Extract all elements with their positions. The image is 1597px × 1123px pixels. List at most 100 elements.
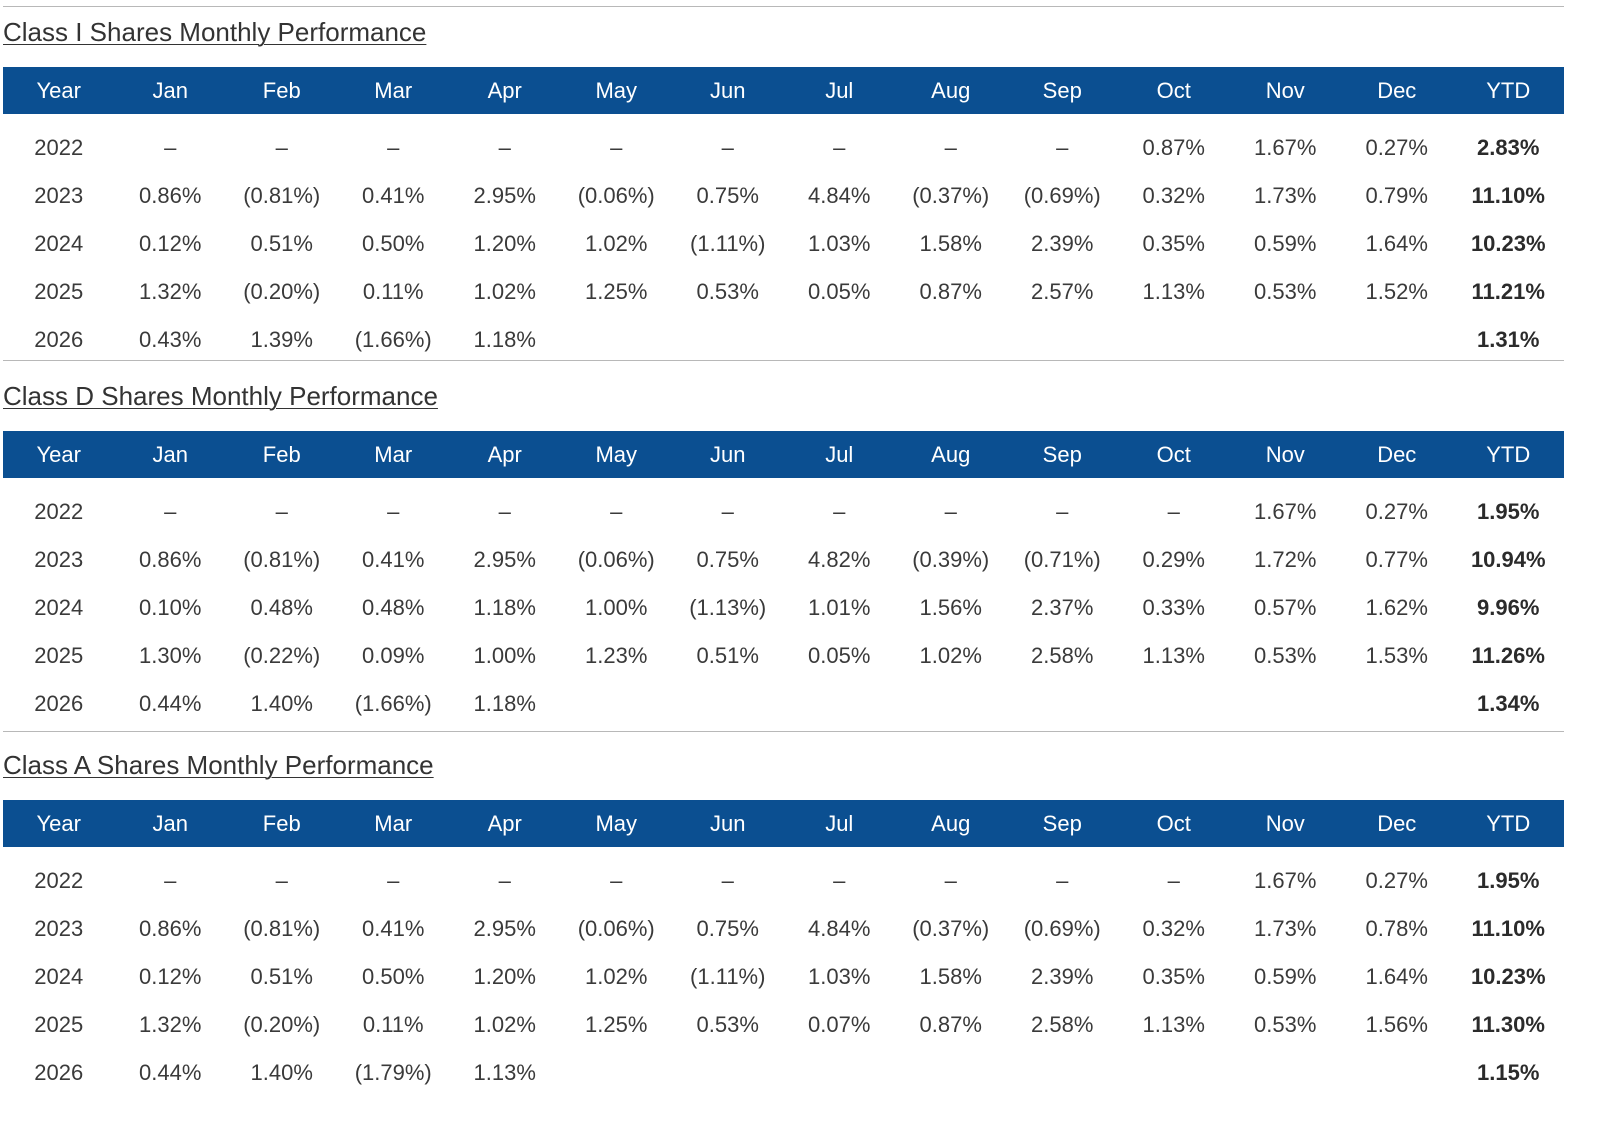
column-header-mar: Mar: [337, 67, 449, 114]
month-cell-jul: 1.03%: [808, 231, 871, 256]
month-cell-dec: 0.77%: [1365, 547, 1428, 572]
ytd-cell: 11.30%: [1471, 1012, 1545, 1037]
column-header-apr: Apr: [449, 431, 561, 478]
month-cell-jan: 0.43%: [139, 327, 202, 352]
month-cell-dec: 1.52%: [1365, 279, 1428, 304]
section-title-link[interactable]: Class D Shares Monthly Performance: [3, 381, 438, 411]
month-cell-jul: [784, 680, 896, 728]
month-cell-may: –: [610, 135, 623, 160]
month-cell-feb: 0.48%: [250, 595, 313, 620]
month-cell-feb: (0.22%): [243, 643, 321, 668]
month-cell-nov: 0.53%: [1254, 1012, 1317, 1037]
month-cell-sep: 2.58%: [1031, 1012, 1094, 1037]
month-cell-aug: 0.87%: [919, 279, 982, 304]
month-cell-feb: 1.39%: [250, 327, 313, 352]
month-cell-dec: 1.64%: [1365, 964, 1428, 989]
month-cell-mar: (1.66%): [354, 327, 432, 352]
month-cell-nov: 0.53%: [1254, 279, 1317, 304]
month-cell-jan: 0.44%: [139, 1060, 202, 1085]
month-cell-jul: –: [833, 135, 846, 160]
column-header-dec: Dec: [1341, 800, 1453, 847]
column-header-oct: Oct: [1118, 800, 1230, 847]
month-cell-dec: 0.79%: [1365, 183, 1428, 208]
month-cell-jan: 0.44%: [139, 691, 202, 716]
column-header-nov: Nov: [1229, 431, 1341, 478]
month-cell-dec: 0.78%: [1365, 916, 1428, 941]
table-row: 2022 – – – – – – – – – 0.87% 1.67% 0.27% 2.83%: [3, 114, 1564, 172]
section-title-link[interactable]: Class I Shares Monthly Performance: [3, 17, 427, 47]
table-row: 2023 0.86% (0.81%) 0.41% 2.95% (0.06%) 0.75% 4.…: [3, 536, 1564, 584]
column-header-jul: Jul: [783, 67, 895, 114]
month-cell-apr: 2.95%: [473, 547, 536, 572]
month-cell-jan: 0.10%: [139, 595, 202, 620]
column-header-aug: Aug: [895, 431, 1007, 478]
month-cell-apr: 1.18%: [473, 327, 536, 352]
month-cell-nov: [1230, 1049, 1342, 1097]
performance-table: Year Jan Feb Mar Apr May Jun Jul Aug Sep Oct Nov Dec…: [3, 800, 1564, 1097]
month-cell-apr: 1.02%: [473, 279, 536, 304]
month-cell-jun: 0.51%: [696, 643, 759, 668]
month-cell-jun: 0.53%: [696, 1012, 759, 1037]
year-cell: 2025: [34, 1012, 84, 1037]
month-cell-mar: 0.11%: [362, 1012, 424, 1037]
month-cell-jun: [672, 1049, 784, 1097]
section-title-link[interactable]: Class A Shares Monthly Performance: [3, 750, 434, 780]
section-divider: [3, 731, 1564, 732]
month-cell-aug: 1.58%: [919, 231, 982, 256]
month-cell-jun: –: [721, 135, 734, 160]
month-cell-jan: 0.12%: [139, 231, 202, 256]
table-row: 2023 0.86% (0.81%) 0.41% 2.95% (0.06%) 0.75% 4.…: [3, 172, 1564, 220]
month-cell-jan: 1.30%: [139, 643, 202, 668]
month-cell-sep: (0.69%): [1023, 916, 1101, 941]
ytd-cell: 1.31%: [1477, 327, 1540, 352]
ytd-cell: 11.10%: [1471, 183, 1545, 208]
ytd-cell: 9.96%: [1477, 595, 1540, 620]
month-cell-may: 1.23%: [585, 643, 648, 668]
month-cell-mar: 0.41%: [362, 183, 425, 208]
month-cell-oct: 0.32%: [1142, 183, 1205, 208]
month-cell-apr: 2.95%: [473, 183, 536, 208]
column-header-feb: Feb: [226, 67, 338, 114]
month-cell-sep: –: [1056, 135, 1069, 160]
month-cell-aug: [895, 316, 1007, 364]
month-cell-jan: 1.32%: [139, 279, 202, 304]
year-cell: 2024: [34, 964, 84, 989]
month-cell-apr: 1.18%: [473, 691, 536, 716]
table-row: 2022 – – – – – – – – – – 1.67% 0.27% 1.95%: [3, 478, 1564, 536]
month-cell-nov: 1.67%: [1254, 135, 1317, 160]
month-cell-nov: 1.72%: [1254, 547, 1317, 572]
year-cell: 2025: [34, 279, 84, 304]
month-cell-jan: –: [164, 868, 177, 893]
month-cell-jun: (1.11%): [690, 964, 766, 989]
month-cell-jul: 1.03%: [808, 964, 871, 989]
month-cell-feb: (0.81%): [243, 916, 321, 941]
month-cell-mar: 0.48%: [362, 595, 425, 620]
table-row: 2025 1.32% (0.20%) 0.11% 1.02% 1.25% 0.53% 0.05…: [3, 268, 1564, 316]
month-cell-oct: [1118, 1049, 1230, 1097]
month-cell-sep: 2.39%: [1031, 964, 1094, 989]
month-cell-jun: 0.75%: [696, 916, 759, 941]
column-header-ytd: YTD: [1452, 431, 1564, 478]
year-cell: 2023: [34, 183, 84, 208]
month-cell-may: 1.00%: [585, 595, 648, 620]
column-header-jun: Jun: [672, 431, 784, 478]
year-cell: 2022: [34, 499, 84, 524]
month-cell-sep: [1007, 680, 1119, 728]
column-header-dec: Dec: [1341, 431, 1453, 478]
month-cell-sep: 2.58%: [1031, 643, 1094, 668]
month-cell-nov: 1.73%: [1254, 916, 1317, 941]
month-cell-jan: –: [164, 135, 177, 160]
month-cell-dec: 0.27%: [1365, 868, 1428, 893]
month-cell-aug: (0.37%): [912, 183, 990, 208]
column-header-sep: Sep: [1006, 800, 1118, 847]
month-cell-feb: 0.51%: [250, 964, 313, 989]
table-row: 2024 0.12% 0.51% 0.50% 1.20% 1.02% (1.11%) 1.03…: [3, 220, 1564, 268]
month-cell-dec: 0.27%: [1365, 135, 1428, 160]
ytd-cell: 10.23%: [1470, 964, 1546, 989]
column-header-sep: Sep: [1006, 67, 1118, 114]
month-cell-sep: 2.39%: [1031, 231, 1094, 256]
month-cell-oct: 0.35%: [1142, 231, 1205, 256]
month-cell-sep: [1007, 1049, 1119, 1097]
column-header-apr: Apr: [449, 800, 561, 847]
month-cell-jun: 0.75%: [696, 183, 759, 208]
